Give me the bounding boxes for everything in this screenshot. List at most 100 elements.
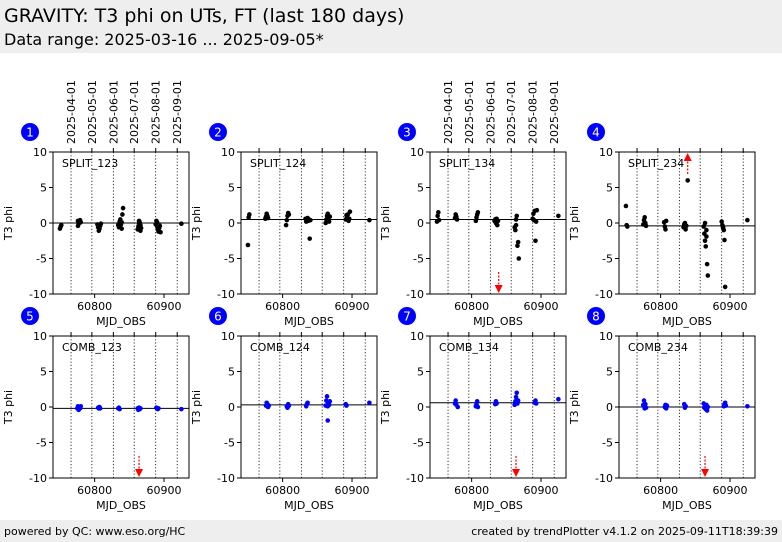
data-point: [436, 210, 441, 215]
y-axis-label: T3 phi: [568, 206, 581, 241]
page-title: GRAVITY: T3 phi on UTs, FT (last 180 day…: [4, 5, 405, 27]
data-point: [720, 224, 726, 230]
data-point: [346, 216, 352, 222]
data-point: [719, 219, 724, 224]
y-tick-label: -10: [29, 288, 47, 301]
panel-number: 3: [403, 126, 411, 140]
data-point: [327, 399, 333, 404]
data-point: [702, 220, 708, 226]
data-point: [117, 224, 122, 229]
y-axis-label: T3 phi: [568, 390, 581, 425]
date-tick-label: 2025-08-01: [150, 80, 163, 144]
data-point: [663, 227, 668, 232]
data-point: [97, 406, 103, 411]
data-point: [98, 221, 104, 227]
data-point: [474, 399, 480, 404]
y-tick-label: -10: [217, 472, 235, 485]
outlier-arrow-head: [135, 469, 144, 477]
outlier-arrow: [512, 456, 521, 477]
y-tick-label: 5: [417, 182, 424, 195]
footer-band: powered by QC: www.eso.org/HC created by…: [0, 520, 782, 542]
y-axis-label: T3 phi: [2, 390, 15, 425]
data-point: [703, 244, 709, 249]
series-label: COMB_124: [250, 341, 310, 354]
outlier-arrow: [494, 272, 503, 293]
outlier-arrow: [683, 153, 692, 174]
y-tick-label: -10: [595, 472, 613, 485]
data-point: [158, 229, 163, 235]
y-tick-label: 0: [40, 217, 47, 230]
data-point: [513, 227, 518, 233]
plot-frame: [429, 335, 567, 479]
x-tick-label: 60800: [77, 484, 112, 497]
data-point: [475, 404, 481, 410]
data-point: [704, 227, 709, 233]
y-tick-label: 5: [606, 182, 613, 195]
y-axis-label: T3 phi: [190, 390, 203, 425]
y-tick-label: -5: [602, 437, 613, 450]
series-label: SPLIT_124: [250, 157, 306, 170]
header-band: GRAVITY: T3 phi on UTs, FT (last 180 day…: [0, 0, 782, 53]
footer-created: created by trendPlotter v4.1.2 on 2025-0…: [471, 525, 778, 538]
y-tick-label: -10: [406, 288, 424, 301]
x-tick-label: 60900: [335, 484, 370, 497]
y-tick-label: 5: [417, 366, 424, 379]
x-tick-label: 60800: [643, 300, 678, 313]
data-point: [308, 217, 313, 223]
data-point: [533, 219, 539, 224]
data-point: [534, 207, 540, 213]
panel-number-badge: [209, 307, 227, 325]
outlier-arrow-head: [701, 469, 710, 477]
data-point: [367, 217, 372, 223]
data-point: [684, 223, 689, 229]
y-axis-label: T3 phi: [379, 206, 392, 241]
data-point: [117, 406, 122, 412]
date-tick-label: 2025-07-01: [128, 80, 141, 144]
data-point: [347, 209, 353, 214]
data-point: [643, 401, 648, 407]
x-tick-label: 60900: [524, 300, 559, 313]
data-point: [745, 217, 750, 223]
data-point: [514, 390, 520, 396]
data-point: [722, 284, 728, 290]
data-point: [136, 218, 142, 224]
x-tick-label: 60900: [713, 484, 748, 497]
y-tick-label: 0: [606, 401, 613, 414]
data-point: [344, 403, 349, 408]
x-tick-label: 60800: [454, 484, 489, 497]
outlier-arrow-head: [494, 285, 503, 293]
series-label: SPLIT_134: [439, 157, 495, 170]
data-point: [283, 222, 289, 228]
x-tick-label: 60900: [147, 300, 182, 313]
data-point: [138, 222, 143, 228]
panel-number-badge: [21, 123, 39, 141]
data-point: [704, 408, 710, 413]
y-tick-label: -10: [406, 472, 424, 485]
date-tick-label: 2025-04-01: [442, 80, 455, 144]
y-tick-label: 10: [221, 146, 235, 159]
x-axis-label: MJD_OBS: [96, 315, 146, 328]
data-point: [119, 219, 124, 225]
panel-number-badge: [587, 123, 605, 141]
data-point: [435, 213, 440, 219]
date-tick-label: 2025-09-01: [548, 80, 561, 144]
plot-frame: [240, 335, 378, 479]
x-axis-label: MJD_OBS: [662, 499, 712, 512]
data-point: [625, 224, 630, 229]
x-axis-label: MJD_OBS: [473, 499, 523, 512]
data-point: [722, 237, 727, 243]
panel-number-badge: [587, 307, 605, 325]
footer-credit: powered by QC: www.eso.org/HC: [4, 525, 186, 538]
date-tick-label: 2025-06-01: [107, 80, 120, 144]
x-tick-label: 60800: [454, 300, 489, 313]
y-tick-label: 0: [40, 401, 47, 414]
y-tick-label: 0: [417, 217, 424, 230]
page-subtitle: Data range: 2025-03-16 ... 2025-09-05*: [4, 30, 324, 49]
data-point: [475, 210, 481, 215]
data-point: [284, 217, 290, 223]
y-tick-label: 5: [40, 366, 47, 379]
